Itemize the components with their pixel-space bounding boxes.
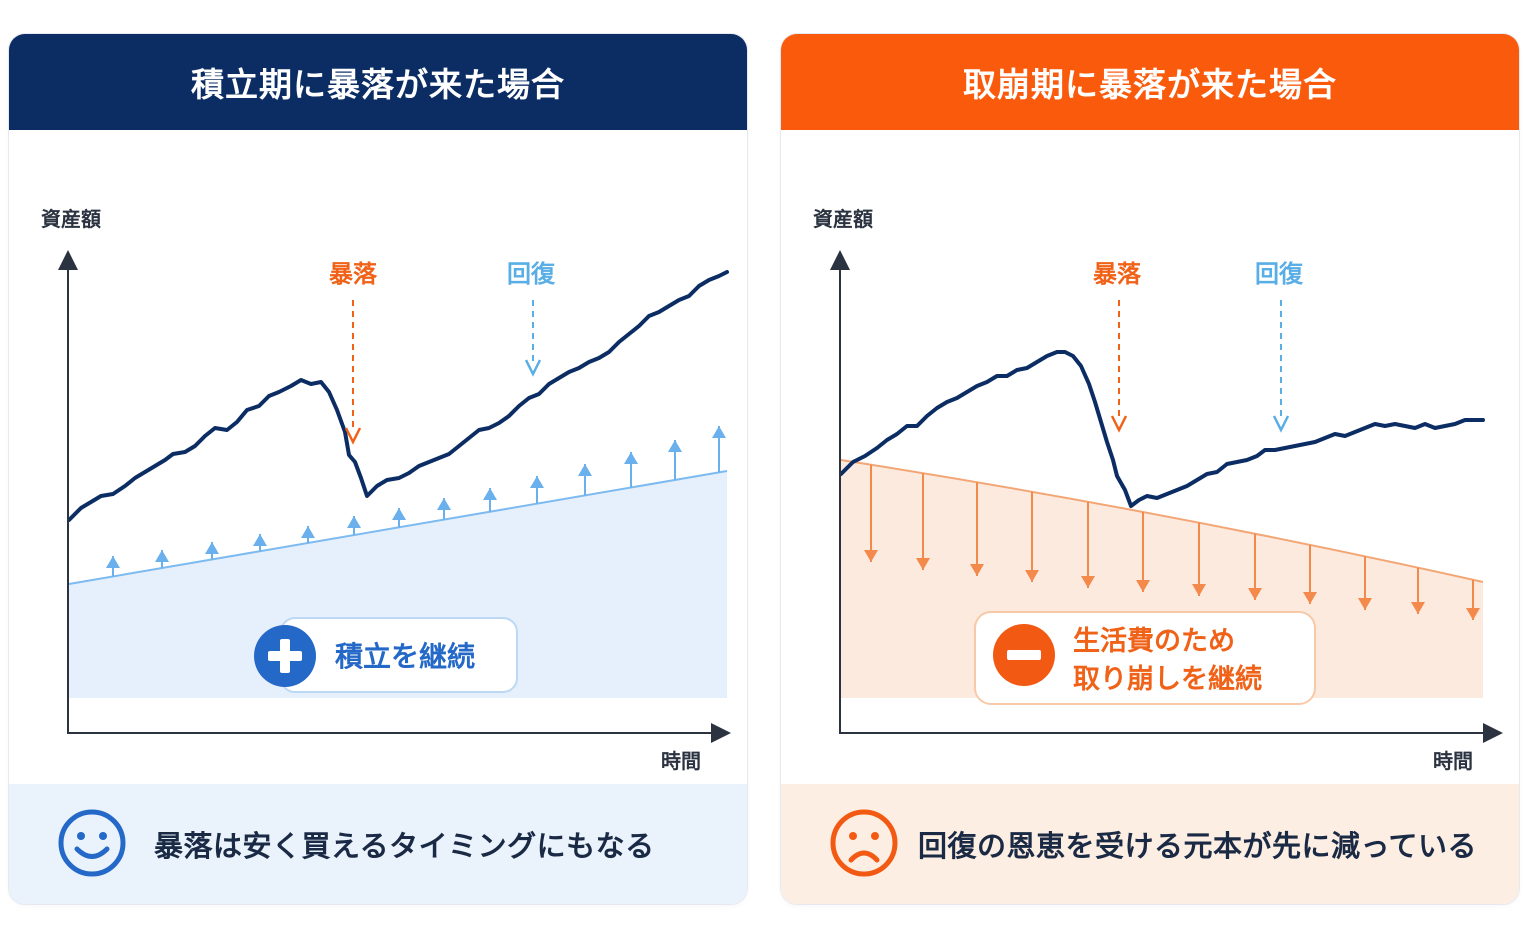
crash-pointer-head <box>344 427 362 445</box>
contribution-line <box>68 470 728 585</box>
contribution-arrow <box>106 556 120 577</box>
withdrawal-arrow <box>864 464 878 562</box>
recovery-label: 回復 <box>507 260 556 288</box>
withdrawal-arrow <box>916 473 930 570</box>
withdrawal-arrow <box>1411 567 1425 614</box>
withdrawal-arrow <box>1303 544 1317 604</box>
contribution-arrow <box>578 464 592 496</box>
contribution-arrow <box>392 508 406 528</box>
accumulation-footer: 暴落は安く買えるタイミングにもなる <box>9 784 747 904</box>
withdrawal-arrow <box>970 482 984 576</box>
recovery-pointer-head <box>524 359 542 377</box>
contribution-arrow <box>712 426 726 473</box>
contribution-arrows <box>106 426 726 577</box>
continue-withdrawal-badge <box>974 611 1316 705</box>
withdrawal-arrow <box>1248 533 1262 600</box>
contribution-arrow <box>530 476 544 504</box>
contribution-arrow <box>253 534 267 552</box>
contribution-arrow <box>483 488 497 512</box>
contribution-arrow <box>668 440 682 480</box>
withdrawal-line <box>840 459 1484 583</box>
asset-value-line <box>67 270 729 522</box>
contribution-arrow <box>301 526 315 543</box>
accumulation-chart: 暴落 回復 資産額 時間 積立を継続 <box>41 207 731 773</box>
badge-text: 積立を継続 <box>335 640 475 673</box>
y-axis-label: 資産額 <box>813 207 873 231</box>
accumulation-footer-text: 暴落は安く買えるタイミングにもなる <box>154 829 655 863</box>
contribution-arrow <box>624 452 638 488</box>
y-axis-label: 資産額 <box>41 207 101 231</box>
contribution-arrow <box>155 550 169 569</box>
minus-icon-h <box>1007 650 1041 660</box>
crash-pointer-head <box>1110 415 1128 433</box>
sad-face-icon <box>830 809 898 877</box>
withdrawal-arrow <box>1192 522 1206 596</box>
withdrawal-footer-text: 回復の恩恵を受ける元本が先に減っている <box>918 829 1478 863</box>
crash-label: 暴落 <box>1093 260 1142 288</box>
withdrawal-arrow <box>1081 501 1095 588</box>
withdrawal-panel: 取崩期に暴落が来た場合 暴落 回復 資産額 時間 生活費のため 取り崩しを継続 <box>781 34 1519 904</box>
withdrawal-chart: 暴落 回復 資産額 時間 生活費のため 取り崩しを継続 <box>813 207 1503 773</box>
badge-line-2: 取り崩しを継続 <box>1073 663 1262 695</box>
x-axis-label: 時間 <box>1433 749 1473 773</box>
withdrawal-arrow <box>1358 556 1372 610</box>
accumulation-panel-title: 積立期に暴落が来た場合 <box>9 34 747 130</box>
crash-label: 暴落 <box>329 260 378 288</box>
plus-icon-v <box>280 639 290 673</box>
withdrawal-arrows <box>864 464 1480 620</box>
contribution-arrow <box>437 498 451 520</box>
withdrawal-panel-title: 取崩期に暴落が来た場合 <box>781 34 1519 130</box>
contribution-arrow <box>347 516 361 536</box>
withdrawal-footer: 回復の恩恵を受ける元本が先に減っている <box>781 784 1519 904</box>
withdrawal-arrow <box>1466 579 1480 620</box>
asset-value-line <box>839 350 1485 508</box>
withdrawal-arrow <box>1136 512 1150 592</box>
recovery-pointer-head <box>1272 415 1290 433</box>
contribution-area <box>69 471 727 698</box>
accumulation-panel: 積立期に暴落が来た場合 暴落 回復 資産額 時間 積立を継続 <box>9 34 747 904</box>
smiling-face-icon <box>58 809 126 877</box>
withdrawal-arrow <box>1025 491 1039 582</box>
contribution-arrow <box>205 542 219 560</box>
badge-line-1: 生活費のため <box>1073 626 1235 657</box>
recovery-label: 回復 <box>1255 260 1304 288</box>
x-axis-label: 時間 <box>661 749 701 773</box>
